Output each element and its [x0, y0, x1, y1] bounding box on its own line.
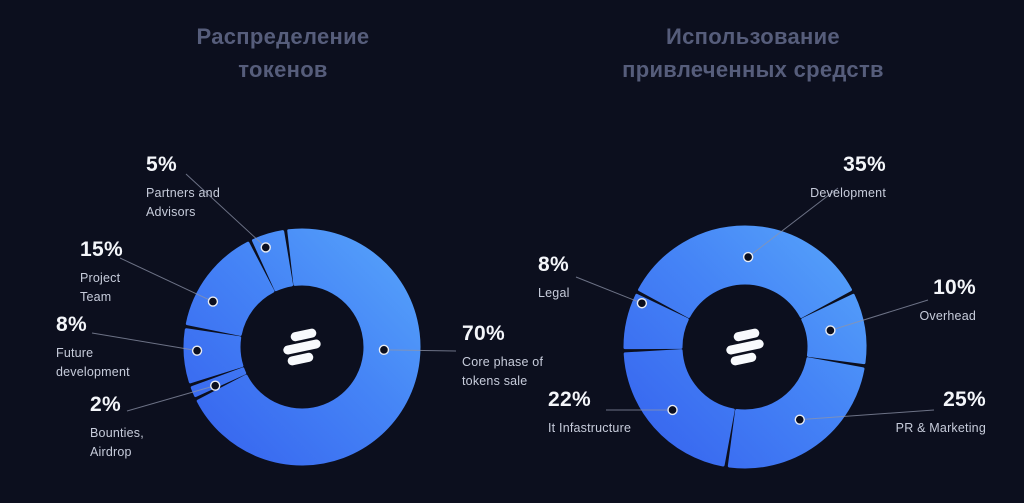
- slice-caption: Development: [810, 186, 886, 200]
- callout-dot: [636, 298, 648, 309]
- callout-line: [747, 187, 839, 258]
- callout-line: [91, 332, 198, 352]
- callout-core-phase-of-tokens-sale: 70% Core phase of tokens sale: [462, 322, 572, 391]
- callout-development: 35% Development: [756, 153, 886, 203]
- slice-percent: 10%: [933, 276, 976, 299]
- callout-dot: [742, 251, 754, 263]
- callout-it-infastructure: 22% It Infastructure: [548, 388, 678, 438]
- slice-caption: PR & Marketing: [895, 421, 986, 435]
- callout-project-team: 15% Project Team: [80, 238, 140, 307]
- callout-legal: 8% Legal: [538, 253, 618, 303]
- donut-segment-pr-marketing: [727, 357, 865, 469]
- donut-segment-it-infastructure: [623, 349, 735, 467]
- slice-caption: Core phase of tokens sale: [462, 355, 544, 388]
- callout-line: [383, 349, 457, 352]
- left-chart-title: Распределение токенов: [196, 24, 370, 82]
- callout-line: [119, 257, 214, 303]
- slice-caption: Overhead: [919, 309, 976, 323]
- callout-dot: [794, 414, 805, 425]
- slice-caption: Bounties, Airdrop: [90, 426, 144, 459]
- callout-line: [575, 276, 643, 304]
- slice-caption: Partners and Advisors: [146, 186, 220, 219]
- callout-dot: [260, 242, 271, 253]
- slice-percent: 15%: [80, 238, 123, 261]
- callout-dot: [825, 325, 836, 336]
- donut-segment-development: [638, 225, 852, 318]
- callout-line: [126, 385, 216, 412]
- brand-logo-icon: [283, 328, 321, 366]
- slice-percent: 8%: [538, 253, 569, 276]
- callout-bounties-airdrop: 2% Bounties, Airdrop: [90, 393, 170, 462]
- callout-pr-marketing: 25% PR & Marketing: [856, 388, 986, 438]
- callout-line: [185, 173, 267, 248]
- slice-percent: 25%: [943, 388, 986, 411]
- callout-line: [830, 299, 929, 331]
- slice-percent: 35%: [843, 153, 886, 176]
- slice-caption: Future development: [56, 346, 130, 379]
- callout-future-development: 8% Future development: [56, 313, 156, 382]
- slice-percent: 2%: [90, 393, 121, 416]
- slice-percent: 70%: [462, 322, 505, 345]
- donut-segment-project-team: [185, 241, 275, 336]
- donut-segment-future-development: [183, 328, 244, 384]
- callout-dot: [378, 344, 390, 356]
- callout-dot: [667, 404, 678, 416]
- callout-dot: [210, 380, 221, 391]
- callout-partners-and-advisors: 5% Partners and Advisors: [146, 153, 246, 222]
- donut-segment-legal: [623, 293, 689, 350]
- donut-segment-core-phase-of-tokens-sale: [196, 228, 421, 466]
- slice-percent: 22%: [548, 388, 591, 411]
- callout-line: [799, 409, 935, 421]
- brand-logo-icon: [726, 328, 764, 366]
- right-chart-title: Использование привлеченных средств: [622, 24, 884, 82]
- callout-dot: [191, 345, 203, 356]
- slice-caption: Legal: [538, 286, 570, 300]
- slice-caption: Project Team: [80, 271, 121, 304]
- callout-dot: [207, 296, 219, 307]
- callout-overhead: 10% Overhead: [866, 276, 976, 326]
- slice-percent: 8%: [56, 313, 87, 336]
- slice-caption: It Infastructure: [548, 421, 632, 435]
- slice-percent: 5%: [146, 153, 177, 176]
